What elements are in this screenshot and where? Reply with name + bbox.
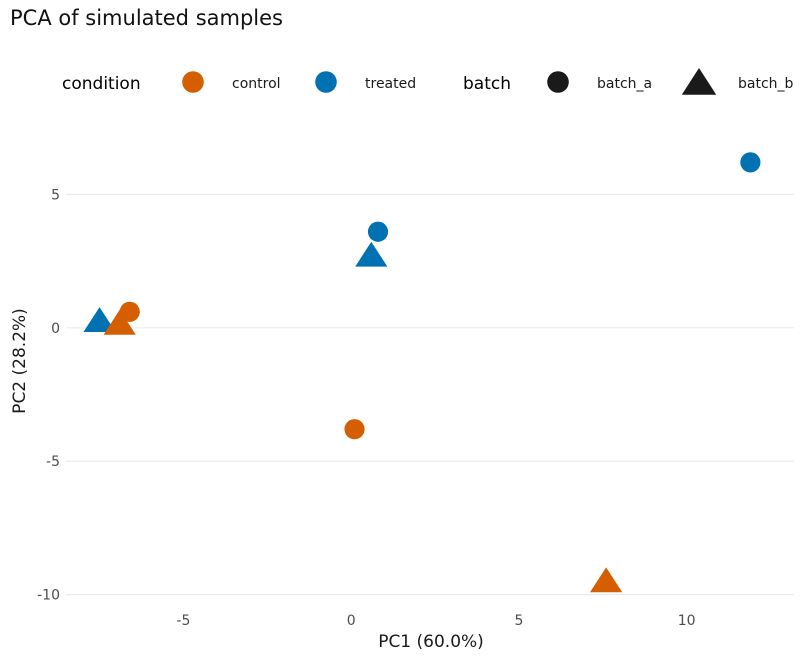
- data-point-control-batch_b: [103, 309, 136, 335]
- x-tick-label: 10: [678, 613, 696, 629]
- data-point-control-batch_a: [344, 419, 365, 440]
- legend-key-batch_b: [681, 68, 717, 95]
- data-point-control-batch_b: [590, 567, 623, 593]
- tick-labels: -10 -5 0 5 -5 0 5 10: [37, 187, 695, 629]
- legend-key-batch_a: [547, 71, 569, 93]
- legend: condition control treated batch batch_a batch…: [62, 68, 794, 95]
- y-tick-label: 5: [51, 187, 60, 203]
- legend-title-condition: condition: [62, 74, 141, 94]
- legend-label-control: control: [232, 76, 281, 92]
- legend-key-treated: [315, 71, 337, 93]
- chart-title: PCA of simulated samples: [10, 6, 283, 30]
- data-point-treated-batch_a: [740, 152, 761, 173]
- legend-title-batch: batch: [463, 74, 511, 94]
- legend-label-batch_a: batch_a: [597, 76, 652, 92]
- x-tick-label: -5: [176, 613, 190, 629]
- x-tick-label: 5: [514, 613, 523, 629]
- data-point-treated-batch_b: [83, 307, 116, 333]
- y-tick-label: -10: [37, 588, 60, 604]
- x-tick-label: 0: [347, 613, 356, 629]
- data-point-treated-batch_a: [367, 221, 389, 242]
- y-tick-label: -5: [46, 454, 60, 470]
- y-axis-title: PC2 (28.2%): [10, 308, 30, 414]
- data-point-control-batch_a: [119, 301, 140, 322]
- legend-key-control: [182, 71, 204, 93]
- legend-label-treated: treated: [365, 76, 416, 92]
- legend-label-batch_b: batch_b: [738, 76, 794, 92]
- y-tick-label: 0: [51, 321, 60, 337]
- data-points: [83, 152, 761, 593]
- data-point-treated-batch_b: [355, 241, 388, 267]
- gridlines: [66, 193, 794, 596]
- x-axis-title: PC1 (60.0%): [378, 632, 484, 652]
